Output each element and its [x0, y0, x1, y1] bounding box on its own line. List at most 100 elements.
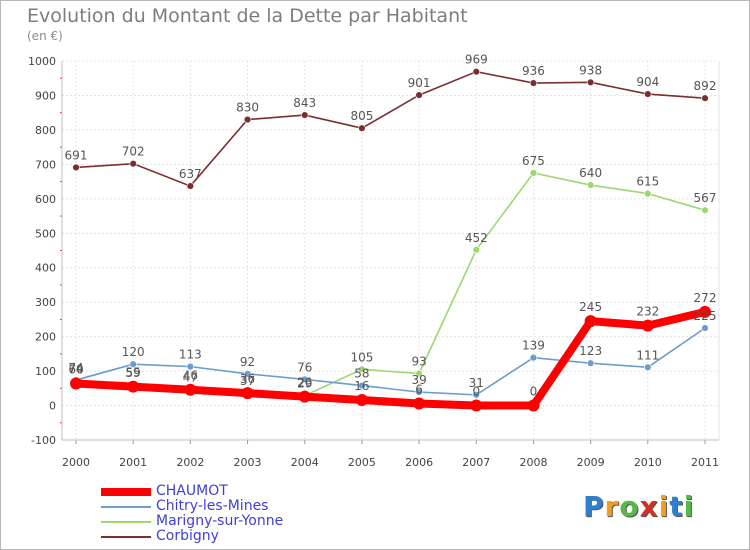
- data-point-chitry-les-mines: [415, 388, 423, 396]
- data-point-corbigny: [415, 91, 423, 99]
- y-tick-label: 200: [35, 331, 56, 344]
- data-label-corbigny: 637: [179, 167, 202, 181]
- x-tick-label: 2006: [405, 456, 433, 469]
- data-point-chaumot: [413, 397, 426, 410]
- data-point-corbigny: [472, 67, 480, 76]
- data-label-chaumot: 16: [354, 379, 369, 393]
- data-label-corbigny: 843: [293, 96, 316, 110]
- series-group: [70, 67, 711, 412]
- x-tick-label: 2007: [462, 456, 490, 469]
- x-tick-label: 2003: [234, 456, 262, 469]
- data-label-chaumot: 272: [694, 291, 717, 305]
- legend-label: Chitry-les-Mines: [156, 498, 269, 514]
- x-tick-label: 2005: [348, 456, 376, 469]
- data-point-chaumot: [584, 315, 597, 328]
- axes: [60, 61, 720, 444]
- data-point-chaumot: [241, 387, 254, 400]
- x-tick-labels: 2000 2001 2002 2003 2004 2005 2006 2007 2008 2009…: [62, 456, 719, 469]
- x-tick-label: 2008: [519, 456, 547, 469]
- data-label-corbigny: 936: [522, 64, 545, 78]
- data-label-marigny-sur-yonne: 37: [240, 374, 255, 388]
- data-point-chaumot: [184, 383, 197, 396]
- legend-swatch: [101, 488, 151, 496]
- data-label-corbigny: 969: [465, 53, 488, 67]
- logo-letter: P: [583, 490, 605, 523]
- data-label-chaumot: 55: [126, 366, 141, 380]
- y-tick-label: -100: [31, 434, 56, 447]
- data-label-corbigny: 901: [408, 76, 431, 90]
- data-point-chaumot: [70, 377, 82, 390]
- data-point-chaumot: [699, 305, 711, 318]
- data-point-marigny-sur-yonne: [529, 169, 538, 177]
- data-point-marigny-sur-yonne: [472, 246, 480, 254]
- data-label-marigny-sur-yonne: 567: [694, 191, 717, 205]
- data-label-marigny-sur-yonne: 675: [522, 154, 545, 168]
- data-label-corbigny: 904: [636, 75, 659, 89]
- logo-letter: x: [639, 490, 659, 523]
- x-tick-label: 2004: [291, 456, 319, 469]
- y-tick-label: 900: [35, 89, 56, 102]
- data-label-chitry-les-mines: 31: [469, 376, 484, 390]
- data-point-chitry-les-mines: [243, 370, 252, 378]
- data-label-chaumot: 6: [415, 382, 423, 396]
- data-label-chitry-les-mines: 39: [411, 373, 426, 387]
- y-tick-label: 1000: [28, 55, 56, 68]
- data-point-marigny-sur-yonne: [701, 206, 709, 214]
- data-point-chitry-les-mines: [358, 381, 366, 390]
- data-point-chitry-les-mines: [644, 363, 652, 372]
- data-point-corbigny: [301, 111, 309, 119]
- y-tick-label: 0: [49, 400, 56, 413]
- y-tick-label: 600: [35, 193, 56, 206]
- data-label-chaumot: 64: [68, 362, 83, 376]
- y-tick-label: 300: [35, 296, 56, 309]
- data-label-marigny-sur-yonne: 59: [126, 366, 141, 380]
- data-point-corbigny: [644, 90, 652, 98]
- data-label-corbigny: 938: [579, 63, 602, 77]
- data-label-chitry-les-mines: 120: [122, 345, 145, 359]
- data-label-chaumot: 245: [579, 300, 602, 314]
- y-tick-label: 400: [35, 262, 56, 275]
- data-label-corbigny: 691: [65, 148, 88, 162]
- data-label-marigny-sur-yonne: 70: [68, 362, 83, 376]
- data-label-corbigny: 805: [350, 109, 373, 123]
- data-label-chaumot: 0: [530, 385, 538, 399]
- logo-letter: t: [669, 490, 684, 523]
- data-point-chaumot: [470, 399, 483, 412]
- data-label-chitry-les-mines: 139: [522, 339, 545, 353]
- data-label-marigny-sur-yonne: 93: [411, 355, 426, 369]
- data-point-marigny-sur-yonne: [415, 369, 423, 378]
- data-point-marigny-sur-yonne: [586, 181, 595, 189]
- data-label-corbigny: 892: [694, 79, 717, 93]
- x-tick-label: 2011: [691, 456, 719, 469]
- data-label-chitry-les-mines: 76: [297, 360, 312, 374]
- y-axis-unit-label: (en €): [27, 29, 63, 43]
- data-label-chaumot: 0: [472, 385, 480, 399]
- data-point-chitry-les-mines: [586, 359, 595, 367]
- data-point-chaumot: [527, 399, 540, 412]
- data-label-marigny-sur-yonne: 29: [297, 377, 312, 391]
- data-label-chitry-les-mines: 111: [636, 348, 659, 362]
- y-tick-label: 700: [35, 158, 56, 171]
- data-label-chaumot: 46: [183, 369, 198, 383]
- data-point-chitry-les-mines: [701, 324, 709, 332]
- series-line-chaumot: [72, 307, 709, 410]
- data-label-chaumot: 26: [297, 376, 312, 390]
- data-label-corbigny: 702: [122, 145, 145, 159]
- y-tick-labels: -100 0 100 200 300 400 500 600 700 800 900 1000: [28, 55, 56, 447]
- y-tick-label: 500: [35, 227, 56, 240]
- data-point-corbigny: [586, 78, 595, 87]
- y-tick-label: 800: [35, 124, 56, 137]
- proxiti-logo: Proxiti: [583, 490, 694, 523]
- grid: [62, 60, 719, 440]
- data-point-chitry-les-mines: [186, 362, 195, 371]
- data-point-chitry-les-mines: [301, 375, 309, 384]
- data-point-chaumot: [641, 319, 654, 332]
- x-tick-label: 2009: [577, 456, 605, 469]
- data-label-chitry-les-mines: 113: [179, 348, 202, 362]
- data-point-chitry-les-mines: [129, 360, 137, 368]
- legend-label: CHAUMOT: [156, 483, 228, 499]
- logo-letter: i: [683, 490, 695, 523]
- legend-swatch: [101, 521, 151, 523]
